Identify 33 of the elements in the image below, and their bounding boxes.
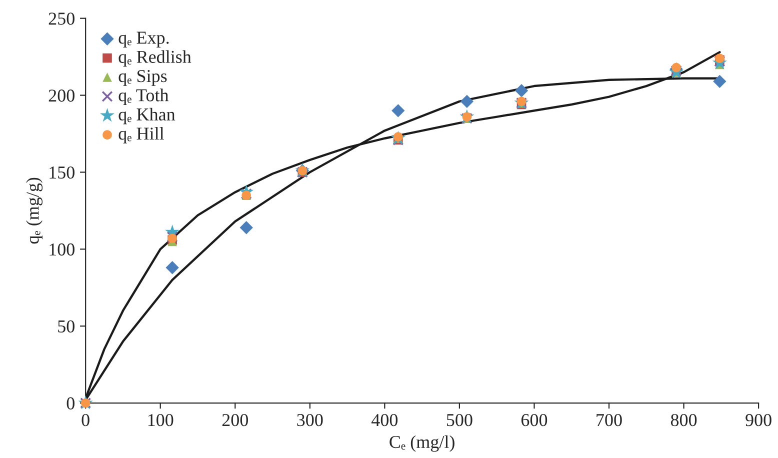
x-tick-label: 800 [670,414,697,426]
point [166,261,179,274]
y-tick-label: 50 [58,320,74,333]
x-tick-label: 600 [521,414,548,426]
legend-label: qₑ Sips [118,70,167,86]
x-axis-title: Cₑ (mg/l) [390,435,454,452]
x-tick-label: 200 [222,414,248,426]
y-tick-label: 250 [48,12,74,25]
x-tick-label: 700 [596,414,622,426]
legend-label: qₑ Exp. [118,32,169,48]
x-tick-label: 100 [148,414,174,426]
x-tick-label: 900 [746,414,772,426]
point [672,62,681,72]
x-tick-label: 500 [446,414,472,426]
y-tick-label: 200 [48,90,74,102]
point [460,94,474,108]
y-tick-label: 0 [66,397,74,410]
y-tick-label: 100 [50,243,74,256]
y-tick-label: 150 [50,166,74,179]
x-tick-label: 0 [82,414,90,426]
point [392,104,405,118]
legend-label: qₑ Toth [118,88,169,106]
point [514,84,528,98]
x-tick-label: 300 [297,414,323,426]
legend-label: qₑ Khan [118,108,176,124]
point [166,231,178,242]
legend-label: qₑ Redlish [118,50,192,67]
point [240,221,253,234]
legend-label: qₑ Hill [118,127,164,144]
x-tick-label: 400 [371,414,398,426]
point [240,188,252,200]
point [713,74,726,88]
y-axis-title: qₑ (mg/g) [26,178,43,244]
